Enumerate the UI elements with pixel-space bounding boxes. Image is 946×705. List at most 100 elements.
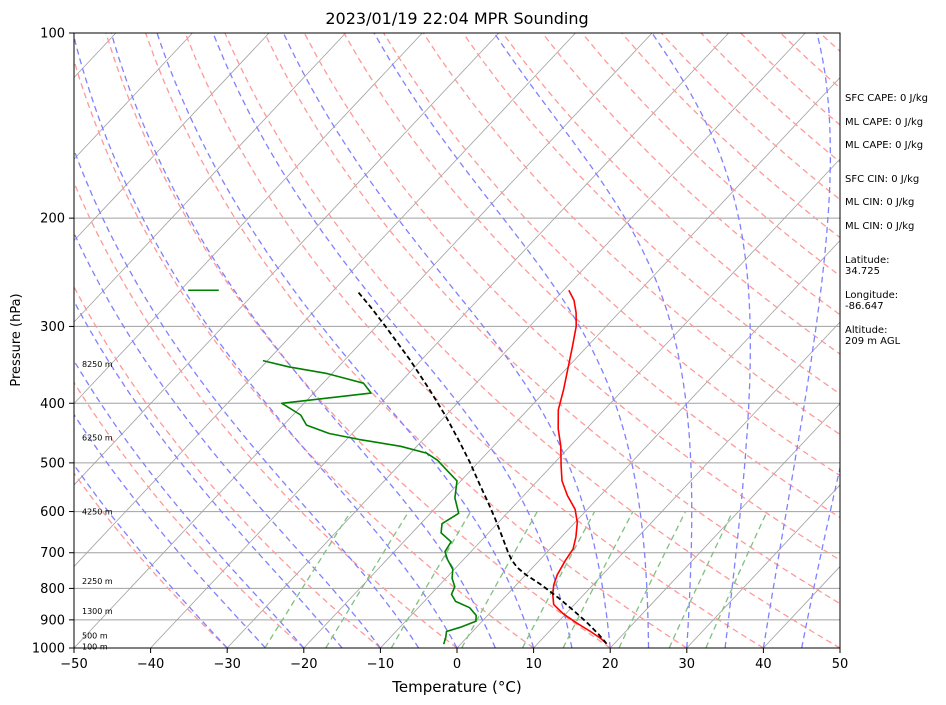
- moist-adiabat-line: [74, 413, 266, 648]
- isotherm-line: [150, 33, 729, 648]
- longitude-value: -86.647: [845, 301, 884, 312]
- axes: −50 −40 −30 −20 −10 0 10 20 30 40 50 100 200 300 400 50…: [32, 27, 848, 673]
- moist-adiabat-line: [74, 231, 381, 648]
- height-label: 6250 m: [82, 434, 113, 443]
- mixing-ratio-line: [521, 511, 596, 648]
- isotherm-line: [226, 33, 806, 648]
- height-label: 100 m: [82, 643, 108, 652]
- height-label: 2250 m: [82, 577, 113, 586]
- moist-adiabat-line: [74, 463, 228, 648]
- y-tick-label: 400: [40, 397, 65, 412]
- isotherm-line: [74, 33, 576, 568]
- y-tick-label: 100: [40, 27, 65, 42]
- moist-adiabat-line: [801, 464, 840, 648]
- isotherm-line: [380, 158, 840, 648]
- mixing-ratio-line: [618, 511, 687, 648]
- dry-adiabat-line: [264, 33, 840, 605]
- isotherm-line: [74, 33, 346, 323]
- isotherm-line: [74, 33, 423, 405]
- dry-adiabat-line: [144, 33, 688, 648]
- temperature-trace: [552, 289, 608, 645]
- y-tick-label: 300: [40, 320, 65, 335]
- latitude-value: 34.725: [845, 266, 880, 277]
- altitude-label: Altitude:: [845, 325, 888, 336]
- x-tick-label: 30: [679, 657, 696, 672]
- height-label: 500 m: [82, 632, 108, 641]
- x-tick-label: −50: [60, 657, 87, 672]
- moist-adiabat-line: [74, 359, 305, 648]
- mixing-ratio-line: [390, 511, 472, 648]
- altitude-value: 209 m AGL: [845, 336, 901, 347]
- x-tick-label: −30: [213, 657, 240, 672]
- y-axis-label: Pressure (hPa): [9, 293, 24, 386]
- isotherm-line: [533, 321, 840, 648]
- height-labels: 100 m 500 m 1300 m 2250 m 4250 m 6250 m 8250 m: [82, 360, 113, 652]
- y-tick-label: 500: [40, 456, 65, 471]
- moist-adiabat-line: [493, 33, 693, 648]
- isotherm-line: [686, 484, 840, 648]
- isotherm-line: [74, 33, 193, 160]
- ml-cape-2: ML CAPE: 0 J/kg: [845, 140, 924, 151]
- x-tick-label: −10: [367, 657, 394, 672]
- longitude-label: Longitude:: [845, 290, 899, 301]
- isotherm-line: [456, 239, 840, 648]
- mixing-ratio-line: [325, 511, 410, 648]
- y-tick-label: 700: [40, 546, 65, 561]
- chart-title: 2023/01/19 22:04 MPR Sounding: [325, 9, 588, 28]
- moist-adiabat-line: [762, 33, 832, 648]
- moist-adiabat-line: [74, 34, 458, 648]
- x-tick-label: −20: [290, 657, 317, 672]
- moist-adiabat-line: [74, 148, 420, 648]
- x-tick-label: 20: [602, 657, 619, 672]
- isotherm-line: [74, 33, 270, 242]
- mixing-ratio-line: [264, 511, 352, 648]
- dry-adiabat-line: [74, 180, 458, 648]
- isotherm-line: [303, 76, 840, 648]
- y-tick-label: 1000: [32, 642, 65, 657]
- isotherm-line: [609, 402, 840, 648]
- moist-adiabat-line: [651, 33, 751, 648]
- x-axis-label: Temperature (°C): [391, 678, 521, 696]
- mixing-ratio-line: [461, 511, 538, 648]
- moist-adiabat-line: [156, 33, 535, 648]
- height-label: 8250 m: [82, 360, 113, 369]
- y-tick-label: 200: [40, 212, 65, 227]
- latitude-label: Latitude:: [845, 255, 890, 266]
- y-tick-label: 600: [40, 505, 65, 520]
- ml-cape: ML CAPE: 0 J/kg: [845, 117, 924, 128]
- ml-cin-2: ML CIN: 0 J/kg: [845, 221, 915, 232]
- x-tick-label: 40: [755, 657, 772, 672]
- isotherm-line: [74, 33, 653, 648]
- x-tick-label: 10: [525, 657, 542, 672]
- moist-adiabat-line: [212, 33, 573, 648]
- dewpoint-trace: [262, 359, 477, 645]
- dry-adiabat-line: [105, 33, 611, 648]
- mixing-ratio-line: [705, 511, 768, 648]
- dry-adiabat-line: [74, 472, 228, 648]
- mixing-ratio-line: [562, 511, 634, 648]
- ml-cin: ML CIN: 0 J/kg: [845, 197, 915, 208]
- height-label: 1300 m: [82, 607, 113, 616]
- dry-adiabat-line: [184, 33, 764, 648]
- moist-adiabat-line: [373, 33, 650, 648]
- plot-frame: [73, 32, 841, 649]
- x-tick-label: 50: [832, 657, 849, 672]
- moist-adiabat-line: [110, 33, 496, 648]
- moist-adiabat-line: [282, 33, 611, 648]
- sounding-traces: [188, 289, 608, 645]
- isotherm-line: [74, 33, 500, 486]
- parcel-path-trace: [356, 289, 608, 645]
- dry-adiabat-line: [343, 33, 840, 519]
- dry-adiabat-line: [224, 33, 840, 648]
- x-tick-label: 0: [453, 657, 461, 672]
- dry-adiabat-line: [74, 58, 534, 648]
- x-tick-label: −40: [137, 657, 164, 672]
- y-tick-label: 800: [40, 582, 65, 597]
- sfc-cape: SFC CAPE: 0 J/kg: [845, 93, 928, 104]
- sfc-cin: SFC CIN: 0 J/kg: [845, 174, 920, 185]
- dry-adiabat-line: [383, 33, 840, 477]
- dry-adiabat-line: [74, 381, 305, 648]
- moist-adiabat-line: [74, 299, 343, 648]
- height-label: 4250 m: [82, 508, 113, 517]
